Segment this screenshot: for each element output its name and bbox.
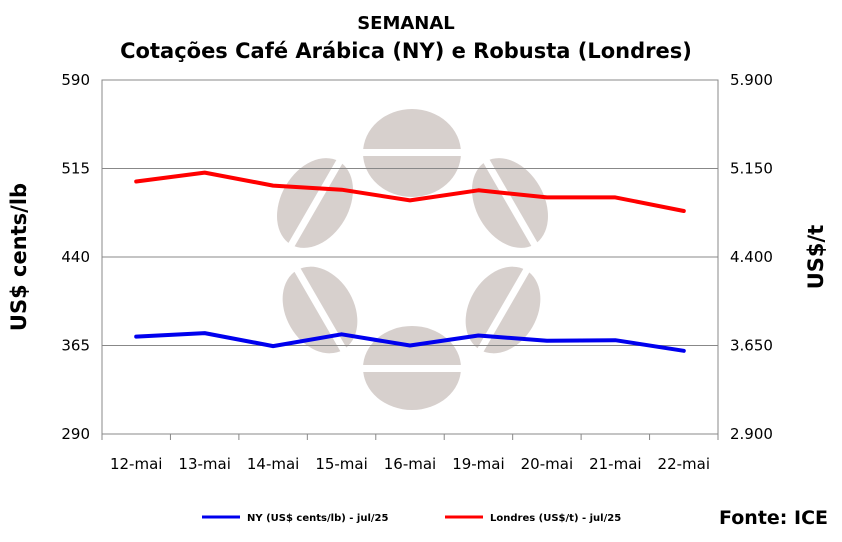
x-axis-tick-labels: 12-mai 13-mai 14-mai 15-mai 16-mai 19-mai 20-m…: [110, 455, 710, 473]
data-point: [135, 180, 137, 182]
data-point: [341, 333, 343, 335]
legend: NY (US$ cents/lb) - jul/25 Londres (US$/…: [202, 513, 621, 524]
data-point: [477, 334, 479, 336]
data-point: [409, 345, 411, 346]
x-axis-tick-label: 15-mai: [315, 455, 367, 473]
legend-label-ny: NY (US$ cents/lb) - jul/25: [247, 513, 388, 524]
x-axis-tick-label: 16-mai: [384, 455, 436, 473]
x-axis-tick-label: 21-mai: [589, 455, 641, 473]
right-axis-tick-label: 2.900: [730, 425, 773, 443]
source-label: Fonte: ICE: [719, 507, 828, 529]
coffee-bean-upper-left: [277, 156, 353, 251]
data-point: [546, 196, 548, 198]
data-point: [614, 196, 616, 198]
left-axis-tick-label: 440: [61, 248, 90, 266]
left-axis-tick-label: 515: [61, 160, 90, 178]
data-point: [546, 340, 548, 342]
x-axis-tick-label: 13-mai: [178, 455, 230, 473]
data-point: [135, 336, 137, 338]
left-axis-tick-label: 290: [61, 425, 90, 443]
data-point: [341, 189, 343, 191]
data-point: [272, 185, 274, 187]
data-point: [272, 345, 274, 347]
data-point: [477, 189, 479, 191]
right-axis-tick-label: 5.900: [730, 71, 773, 89]
coffee-bean-lower-left: [282, 264, 358, 355]
right-axis-title: US$/t: [804, 225, 828, 290]
chart-subtitle: Cotações Café Arábica (NY) e Robusta (Lo…: [120, 39, 692, 63]
x-axis-tick-label: 14-mai: [247, 455, 299, 473]
left-axis-title: US$ cents/lb: [7, 183, 31, 331]
x-axis-tick-label: 20-mai: [521, 455, 573, 473]
plot-area: [101, 79, 719, 440]
data-point: [204, 172, 206, 174]
data-point: [683, 210, 685, 212]
x-axis-tick-label: 12-mai: [110, 455, 162, 473]
x-axis-tick-label: 22-mai: [658, 455, 710, 473]
coffee-beans-watermark: [277, 109, 548, 410]
coffee-bean-bottom: [360, 326, 464, 410]
right-axis-tick-labels: 2.900 3.650 4.400 5.150 5.900: [730, 71, 773, 443]
left-axis-tick-label: 365: [61, 337, 90, 355]
x-axis-tick-label: 19-mai: [452, 455, 504, 473]
coffee-bean-top: [360, 109, 464, 197]
data-point: [683, 350, 685, 352]
x-axis-ticks: [101, 434, 719, 440]
data-point: [204, 332, 206, 334]
left-axis-tick-labels: 290 365 440 515 590: [61, 71, 90, 443]
left-axis-tick-label: 590: [61, 71, 90, 89]
data-point: [409, 199, 411, 201]
series-layer: [134, 170, 686, 353]
right-axis-tick-label: 5.150: [730, 160, 773, 178]
data-point: [614, 339, 616, 341]
right-axis-tick-label: 3.650: [730, 337, 773, 355]
legend-label-londres: Londres (US$/t) - jul/25: [490, 513, 621, 524]
coffee-bean-upper-right: [472, 155, 548, 250]
right-axis-tick-label: 4.400: [730, 248, 773, 266]
coffee-bean-lower-right: [465, 265, 541, 356]
chart-title: SEMANAL: [357, 13, 455, 34]
